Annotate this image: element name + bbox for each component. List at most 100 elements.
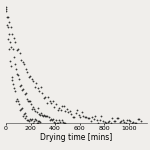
Point <box>28 120 30 122</box>
Point <box>100 115 103 117</box>
Point <box>18 52 21 55</box>
Point <box>56 122 58 124</box>
Point <box>22 112 25 115</box>
Point <box>42 114 44 117</box>
Point <box>41 92 43 95</box>
Point <box>18 78 20 80</box>
Point <box>32 80 34 82</box>
Point <box>120 120 122 122</box>
Point <box>47 116 50 119</box>
Point <box>10 76 13 78</box>
Point <box>84 115 86 118</box>
Point <box>85 115 87 118</box>
Point <box>124 122 127 124</box>
Point <box>90 120 92 122</box>
Point <box>132 121 135 124</box>
Point <box>15 100 17 102</box>
Point <box>30 119 32 122</box>
Point <box>23 112 26 115</box>
Point <box>134 122 136 124</box>
Point <box>54 122 56 124</box>
Point <box>38 120 41 123</box>
Point <box>11 33 13 35</box>
Point <box>79 116 81 118</box>
Point <box>14 41 16 43</box>
Point <box>129 120 131 122</box>
Point <box>32 122 34 124</box>
Point <box>70 113 72 115</box>
Point <box>46 101 48 104</box>
Point <box>27 119 29 122</box>
Point <box>49 100 51 103</box>
Point <box>59 109 62 111</box>
Point <box>31 117 33 120</box>
Point <box>103 121 106 123</box>
Point <box>112 120 115 123</box>
Point <box>63 122 65 124</box>
Point <box>91 116 94 119</box>
Point <box>96 118 98 121</box>
Point <box>21 107 23 109</box>
Point <box>17 74 19 77</box>
Point <box>114 120 116 122</box>
Point <box>29 100 31 103</box>
Point <box>97 122 100 124</box>
Point <box>13 86 16 89</box>
Point <box>9 41 12 44</box>
Point <box>20 84 22 86</box>
Point <box>6 16 8 19</box>
Point <box>31 108 33 110</box>
Point <box>37 86 39 89</box>
Point <box>131 122 133 124</box>
Point <box>60 119 63 121</box>
Point <box>15 68 17 70</box>
Point <box>128 119 130 121</box>
Point <box>55 119 57 121</box>
Point <box>57 122 60 124</box>
Point <box>21 115 24 117</box>
Point <box>99 118 101 121</box>
Point <box>7 38 9 40</box>
Point <box>35 81 38 84</box>
Point <box>34 110 37 112</box>
Point <box>22 87 25 90</box>
Point <box>35 122 38 124</box>
Point <box>67 111 69 113</box>
Point <box>137 118 139 121</box>
Point <box>14 89 16 92</box>
Point <box>56 109 59 111</box>
Point <box>138 118 141 120</box>
Point <box>93 117 95 120</box>
Point <box>24 68 27 70</box>
Point <box>82 115 84 117</box>
Point <box>117 117 119 119</box>
Point <box>102 119 104 122</box>
Point <box>7 26 9 28</box>
Point <box>8 21 10 23</box>
Point <box>94 115 97 118</box>
Point <box>88 117 91 120</box>
Point <box>8 47 10 50</box>
Point <box>72 116 74 118</box>
Point <box>21 61 24 63</box>
Point <box>9 59 11 62</box>
Point <box>24 117 27 119</box>
Point <box>33 108 36 110</box>
Point <box>33 120 35 123</box>
Point <box>15 49 18 51</box>
Point <box>64 122 66 124</box>
Point <box>32 106 34 109</box>
Point <box>12 82 15 85</box>
Point <box>64 110 66 112</box>
Point <box>34 86 36 88</box>
Point <box>9 26 12 28</box>
Point <box>51 119 53 121</box>
Point <box>29 118 31 121</box>
Point <box>24 92 27 94</box>
Point <box>20 108 22 111</box>
Point <box>118 120 121 123</box>
Point <box>39 120 42 123</box>
Point <box>62 105 65 107</box>
Point <box>27 100 29 102</box>
Point <box>45 115 48 118</box>
